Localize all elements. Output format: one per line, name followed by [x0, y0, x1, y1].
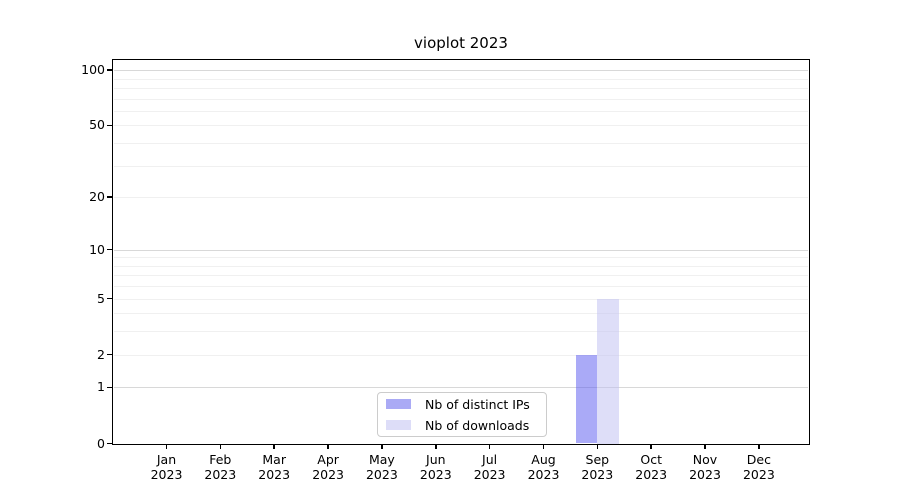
y-tick-label: 100 — [81, 62, 105, 78]
gridline-minor — [114, 78, 808, 80]
gridline-minor — [114, 165, 808, 167]
legend-label: Nb of distinct IPs — [425, 396, 530, 412]
x-tick-label: Jan 2023 — [150, 452, 183, 482]
chart-title: vioplot 2023 — [414, 34, 508, 52]
x-tick-label: May 2023 — [365, 452, 398, 482]
x-tick — [273, 444, 275, 449]
x-tick-label: Dec 2023 — [742, 452, 775, 482]
gridline-minor — [114, 98, 808, 100]
gridline-minor — [114, 110, 808, 112]
gridline-minor — [114, 88, 808, 89]
gridline-minor — [114, 257, 808, 259]
y-tick — [107, 353, 112, 356]
x-tick — [758, 444, 760, 449]
x-tick — [488, 444, 491, 449]
gridline-minor — [114, 275, 808, 277]
gridline-minor — [114, 125, 808, 127]
x-tick — [219, 444, 222, 449]
y-tick-label: 50 — [89, 117, 105, 133]
y-tick-label: 10 — [89, 241, 105, 257]
legend: Nb of distinct IPs Nb of downloads — [377, 392, 547, 437]
gridline-minor — [114, 197, 808, 199]
legend-label: Nb of downloads — [425, 417, 530, 433]
x-tick-label: Nov 2023 — [689, 452, 721, 482]
x-tick — [650, 444, 652, 449]
legend-item-downloads: Nb of downloads — [378, 417, 546, 434]
legend-swatch-downloads-icon — [386, 420, 411, 430]
x-tick — [704, 444, 706, 449]
x-tick-label: Mar 2023 — [258, 452, 291, 482]
x-tick-label: Oct 2023 — [635, 452, 668, 482]
y-tick — [107, 297, 112, 300]
gridline-decade — [114, 70, 808, 72]
y-tick-label: 5 — [97, 290, 105, 306]
y-tick — [107, 442, 112, 445]
bar-distinct-ips — [575, 354, 598, 444]
gridline-decade — [114, 249, 808, 251]
x-tick-label: Sep 2023 — [581, 452, 614, 482]
x-tick — [596, 444, 598, 449]
x-tick — [381, 444, 383, 449]
gridline-minor — [114, 265, 808, 267]
y-tick-label: 20 — [89, 189, 105, 205]
gridline-minor — [114, 298, 808, 300]
gridline-minor — [114, 331, 808, 333]
x-tick-label: Apr 2023 — [312, 452, 344, 482]
gridline-decade — [114, 387, 808, 389]
x-tick — [327, 444, 329, 449]
gridline-minor — [114, 143, 808, 145]
x-tick — [435, 444, 437, 449]
x-tick-label: Jun 2023 — [419, 452, 452, 482]
y-tick — [107, 124, 112, 127]
gridline-minor — [114, 313, 808, 315]
legend-swatch-distinct-ips-icon — [386, 399, 411, 409]
x-tick-label: Feb 2023 — [204, 452, 237, 482]
x-tick — [542, 444, 545, 449]
y-tick-label: 2 — [97, 346, 105, 362]
x-tick-label: Jul 2023 — [473, 452, 506, 482]
y-tick — [107, 196, 112, 198]
y-tick — [107, 69, 112, 71]
y-tick — [107, 386, 112, 389]
y-tick-label: 0 — [97, 435, 105, 451]
x-tick-label: Aug 2023 — [527, 452, 560, 482]
plot-border — [112, 59, 810, 445]
gridline-minor — [114, 354, 808, 356]
x-tick — [165, 444, 168, 449]
y-tick — [107, 248, 112, 251]
gridline-minor — [114, 286, 808, 288]
legend-item-distinct-ips: Nb of distinct IPs — [378, 396, 546, 413]
y-tick-label: 1 — [97, 379, 105, 395]
bar-downloads — [597, 298, 619, 444]
